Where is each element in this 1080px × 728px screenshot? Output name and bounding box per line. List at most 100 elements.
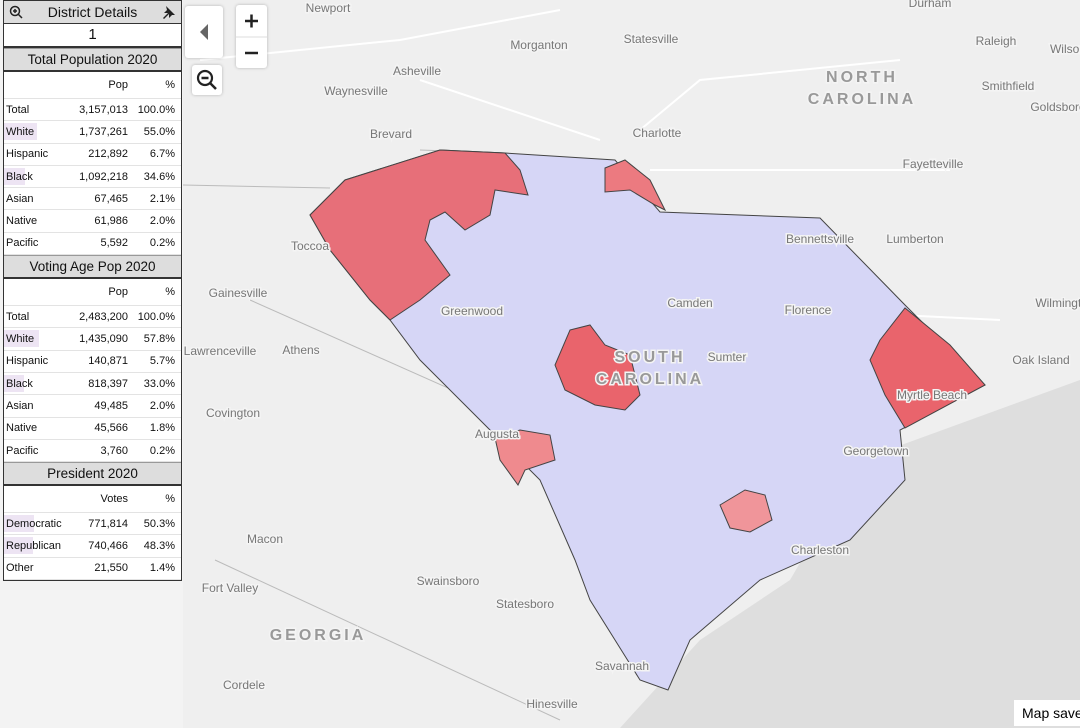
- row-label: Black: [6, 377, 33, 390]
- map-label: Newport: [306, 1, 351, 15]
- row-label: Pacific: [6, 444, 39, 457]
- cell-value: 3,760: [100, 444, 128, 457]
- table-row: Pacific 5,592 0.2%: [4, 233, 181, 256]
- table-row: Total 3,157,013 100.0%: [4, 99, 181, 122]
- section-title: Total Population 2020: [4, 48, 181, 72]
- cell-value: 5.7%: [149, 355, 175, 368]
- panel-header: District Details: [4, 1, 181, 24]
- map-label: Statesboro: [496, 597, 554, 611]
- district-region: [604, 159, 667, 212]
- column-label: %: [165, 493, 175, 506]
- map-label: Brevard: [370, 127, 412, 141]
- column-label: %: [165, 286, 175, 299]
- panel-title: District Details: [47, 4, 138, 20]
- cell-value: 45,566: [94, 422, 128, 435]
- map-label: Toccoa: [291, 239, 329, 253]
- cell-value: 100.0%: [137, 103, 175, 116]
- zoom-icon[interactable]: [9, 5, 23, 19]
- row-label: Total: [6, 310, 30, 323]
- sections: Total Population 2020 Pop% Total 3,157,013 1…: [4, 48, 181, 581]
- map-label: Savannah: [595, 659, 649, 673]
- table-row: Native 45,566 1.8%: [4, 418, 181, 440]
- district-region: [494, 429, 556, 486]
- zoom-control: [236, 5, 267, 68]
- column-label: Pop: [108, 79, 128, 91]
- zoom-out-button[interactable]: [192, 65, 222, 95]
- map-label: Charlotte: [633, 126, 682, 140]
- share-bar: [4, 123, 37, 141]
- map-label: Camden: [667, 296, 712, 310]
- cell-value: 740,466: [88, 540, 128, 553]
- share-bar: [4, 515, 34, 533]
- map-label: Fort Valley: [202, 581, 258, 595]
- map-label: Fayetteville: [903, 157, 964, 171]
- share-bar: [4, 537, 33, 555]
- map-label: CAROLINA: [808, 91, 916, 108]
- zoom-icons: [236, 14, 267, 55]
- map-label: Wilmington: [1035, 296, 1080, 310]
- row-label: Democratic: [6, 517, 62, 530]
- cell-value: 1,435,090: [79, 333, 128, 346]
- row-label: Republican: [6, 540, 62, 553]
- pin-icon[interactable]: [162, 5, 176, 19]
- cell-value: 2.0%: [149, 215, 175, 228]
- map-label: Smithfield: [982, 79, 1035, 93]
- cell-value: 1,092,218: [79, 170, 128, 183]
- table-row: White 1,737,261 55.0%: [4, 121, 181, 144]
- district-number: 1: [4, 24, 181, 48]
- row-label: Total: [6, 103, 30, 116]
- row-label: Pacific: [6, 237, 39, 250]
- table-row: Black 1,092,218 34.6%: [4, 166, 181, 189]
- cell-value: 33.0%: [143, 377, 175, 390]
- column-header: Pop%: [4, 279, 181, 307]
- cell-value: 0.2%: [149, 444, 175, 457]
- map-label: Durham: [909, 0, 952, 10]
- column-label: Votes: [100, 493, 128, 506]
- map-label: Athens: [282, 343, 319, 357]
- map-label: Goldsboro: [1030, 100, 1080, 114]
- map-label: Macon: [247, 532, 283, 546]
- table-row: Republican 740,466 48.3%: [4, 535, 181, 558]
- cell-value: 34.6%: [143, 170, 175, 183]
- table-row: Hispanic 212,892 6.7%: [4, 144, 181, 166]
- row-label: Hispanic: [6, 355, 49, 368]
- cell-value: 2.0%: [149, 399, 175, 412]
- district-region: [869, 307, 986, 429]
- collapse-button[interactable]: [185, 6, 223, 58]
- cell-value: 1.4%: [149, 562, 175, 575]
- map-label: GEORGIA: [270, 627, 367, 644]
- district-region: [554, 324, 641, 411]
- map-label: Hinesville: [526, 697, 578, 711]
- map-label: Sumter: [708, 350, 747, 364]
- table-row: Native 61,986 2.0%: [4, 210, 181, 233]
- map-label: Covington: [206, 406, 260, 420]
- row-label: Black: [6, 170, 33, 183]
- row-label: White: [6, 125, 35, 138]
- table-row: Total 2,483,200 100.0%: [4, 306, 181, 329]
- map-label: SOUTH: [615, 349, 686, 366]
- column-header: Pop%: [4, 72, 181, 99]
- map-save-button[interactable]: Map save: [1014, 700, 1080, 726]
- table-row: Asian 49,485 2.0%: [4, 395, 181, 418]
- map-label: Cordele: [223, 678, 265, 692]
- cell-value: 212,892: [88, 148, 128, 161]
- district-panel: District Details 1 Total Population 2020…: [3, 0, 182, 582]
- map-label: Florence: [785, 303, 832, 317]
- share-bar: [4, 167, 25, 185]
- map-label: Bennettsville: [786, 232, 854, 246]
- map[interactable]: Newport Durham Morganton Statesville Ral…: [183, 0, 1080, 728]
- map-label: Lumberton: [886, 232, 943, 246]
- map-label: Wilson: [1050, 42, 1080, 56]
- cell-value: 1.8%: [149, 422, 175, 435]
- table-row: Asian 67,465 2.1%: [4, 188, 181, 211]
- map-label: Morganton: [510, 38, 567, 52]
- map-label: Lawrenceville: [184, 344, 257, 358]
- cell-value: 6.7%: [149, 148, 175, 161]
- cell-value: 2,483,200: [79, 310, 128, 323]
- map-label: Swainsboro: [417, 574, 480, 588]
- share-bar: [4, 330, 39, 348]
- ocean: [620, 380, 1080, 728]
- map-label: Asheville: [393, 64, 441, 78]
- map-label: Waynesville: [324, 84, 388, 98]
